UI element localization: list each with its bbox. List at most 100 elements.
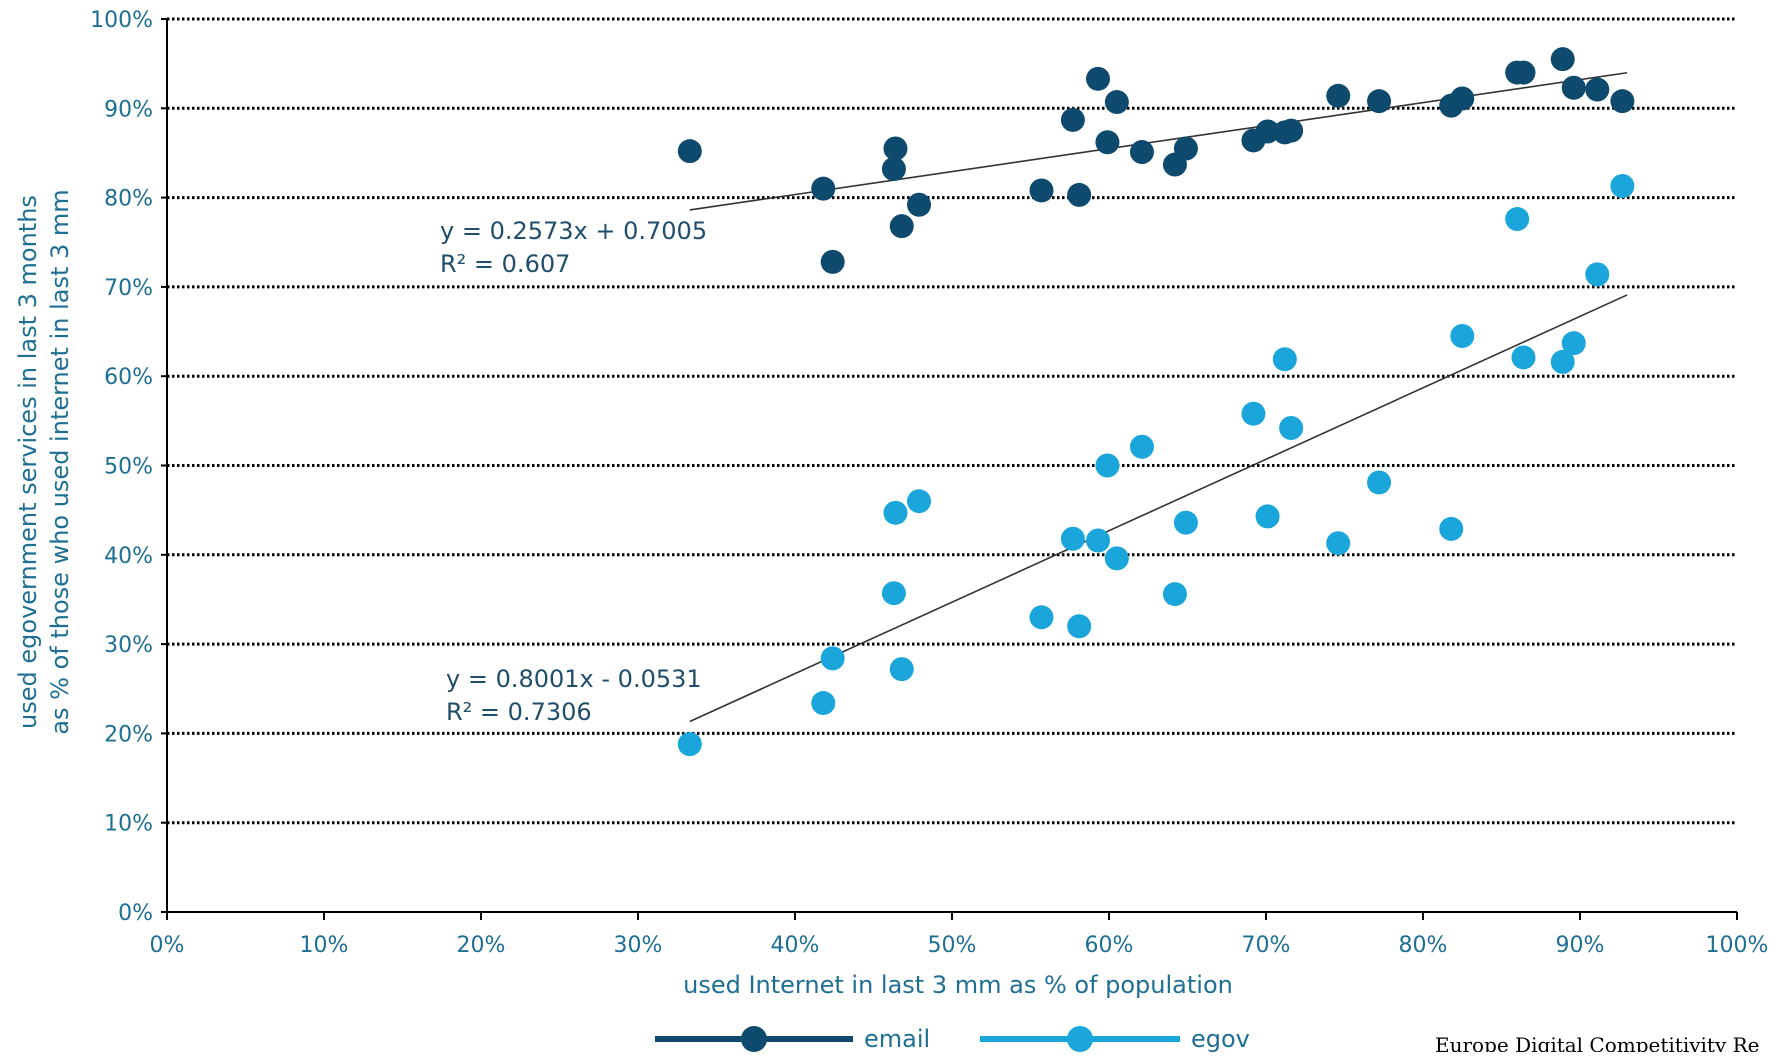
footer-caption: Europe Digital Competitivity Re (1435, 1033, 1760, 1052)
y-tick-label-3: 30% (104, 633, 153, 658)
point-email-10 (1086, 66, 1111, 91)
point-egov-28 (1585, 262, 1610, 287)
point-egov-15 (1173, 510, 1198, 535)
point-egov-4 (883, 500, 908, 525)
egov-trend-equation: y = 0.8001x - 0.0531 (446, 665, 702, 693)
point-email-12 (1104, 90, 1129, 115)
point-egov-21 (1367, 470, 1392, 495)
point-egov-16 (1241, 401, 1266, 426)
point-email-9 (1067, 182, 1092, 207)
point-egov-8 (1060, 526, 1085, 551)
point-email-25 (1511, 60, 1536, 85)
y-tick-label-10: 100% (90, 8, 153, 33)
legend-item-email: email (655, 1025, 930, 1053)
point-email-27 (1561, 75, 1586, 100)
point-email-2 (820, 249, 845, 274)
legend-swatch-email-marker (741, 1026, 767, 1052)
legend-label-email: email (864, 1025, 930, 1052)
legend-swatch-egov-marker (1067, 1026, 1093, 1052)
legend-item-egov: egov (980, 1025, 1250, 1053)
x-tick-label-4: 40% (771, 933, 820, 958)
point-egov-9 (1067, 614, 1092, 639)
point-email-13 (1129, 140, 1154, 165)
point-egov-12 (1104, 546, 1129, 571)
point-email-23 (1450, 86, 1475, 111)
point-email-7 (1029, 178, 1054, 203)
point-egov-27 (1561, 331, 1586, 356)
point-egov-18 (1272, 347, 1297, 372)
point-email-29 (1610, 89, 1635, 114)
trendlines (689, 71, 1628, 723)
point-email-28 (1585, 77, 1610, 102)
point-email-20 (1326, 83, 1351, 108)
point-egov-26 (1550, 349, 1575, 374)
y-tick-label-5: 50% (104, 455, 153, 480)
point-email-5 (889, 214, 914, 239)
point-email-8 (1060, 107, 1085, 132)
y-tick-label-1: 10% (104, 812, 153, 837)
point-egov-29 (1610, 173, 1635, 198)
y-tick-label-8: 80% (104, 187, 153, 212)
point-email-1 (811, 176, 836, 201)
point-email-17 (1255, 119, 1280, 144)
email-trend-r2: R² = 0.607 (440, 250, 570, 278)
point-egov-19 (1279, 415, 1304, 440)
point-egov-17 (1255, 504, 1280, 529)
x-tick-label-1: 10% (300, 933, 349, 958)
trendline-egov (689, 294, 1628, 723)
y-tick-label-0: 0% (118, 901, 153, 926)
point-egov-2 (820, 646, 845, 671)
y-tick-label-7: 70% (104, 276, 153, 301)
data-points (677, 47, 1635, 757)
y-axis-title-line-1: used egovernment services in last 3 mont… (14, 195, 42, 729)
point-email-3 (881, 157, 906, 182)
point-email-19 (1279, 118, 1304, 143)
x-tick-label-8: 80% (1399, 933, 1448, 958)
y-tick-label-9: 90% (104, 97, 153, 122)
point-egov-0 (677, 732, 702, 757)
point-egov-6 (907, 489, 932, 514)
point-egov-23 (1450, 324, 1475, 349)
point-egov-11 (1095, 453, 1120, 478)
y-axis-title-line-2: as % of those who used internet in last … (46, 189, 74, 734)
x-tick-label-0: 0% (150, 933, 185, 958)
y-tick-labels: 0% 10% 20% 30% 40% 50% 60% 70% 80% 90% 100% (90, 8, 167, 926)
email-trend-equation: y = 0.2573x + 0.7005 (440, 217, 707, 245)
point-email-4 (883, 136, 908, 161)
point-egov-3 (881, 581, 906, 606)
point-email-6 (907, 192, 932, 217)
egov-trend-r2: R² = 0.7306 (446, 698, 592, 726)
y-tick-label-4: 40% (104, 544, 153, 569)
point-egov-5 (889, 657, 914, 682)
point-egov-25 (1511, 345, 1536, 370)
y-tick-label-2: 20% (104, 722, 153, 747)
x-tick-labels: 0% 10% 20% 30% 40% 50% 60% 70% 80% 90% 100% (150, 912, 1769, 958)
point-email-21 (1367, 89, 1392, 114)
point-egov-1 (811, 691, 836, 716)
x-axis-title: used Internet in last 3 mm as % of popul… (683, 971, 1233, 999)
point-email-0 (677, 139, 702, 164)
point-egov-10 (1086, 528, 1111, 553)
legend-label-egov: egov (1191, 1025, 1250, 1052)
x-tick-label-2: 20% (457, 933, 506, 958)
x-tick-label-3: 30% (614, 933, 663, 958)
point-egov-7 (1029, 605, 1054, 630)
point-email-11 (1095, 130, 1120, 155)
legend: email egov (655, 1025, 1250, 1053)
grid-lines (167, 17, 1737, 825)
point-egov-24 (1505, 207, 1530, 232)
x-tick-label-5: 50% (928, 933, 977, 958)
point-egov-14 (1162, 582, 1187, 607)
x-tick-label-9: 90% (1556, 933, 1605, 958)
x-tick-label-10: 100% (1706, 933, 1769, 958)
y-axis-title: used egovernment services in last 3 mont… (14, 189, 74, 734)
point-email-15 (1173, 136, 1198, 161)
x-tick-label-6: 60% (1085, 933, 1134, 958)
x-tick-label-7: 70% (1242, 933, 1291, 958)
point-egov-22 (1439, 516, 1464, 541)
point-egov-13 (1129, 434, 1154, 459)
y-tick-label-6: 60% (104, 365, 153, 390)
point-email-26 (1550, 47, 1575, 72)
